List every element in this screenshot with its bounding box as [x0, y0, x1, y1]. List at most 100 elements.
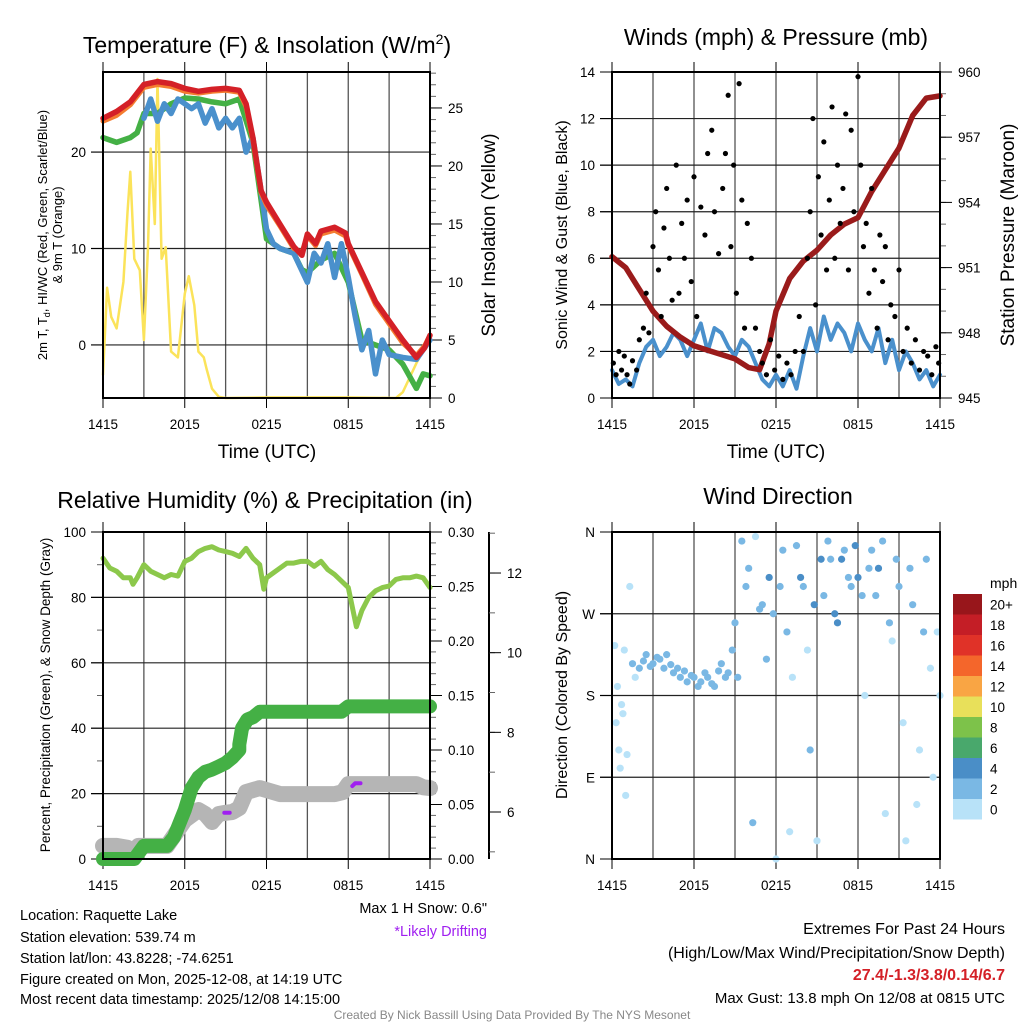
gust-point	[776, 353, 782, 359]
direction-point	[824, 537, 832, 545]
legend-label: 16	[990, 638, 1005, 653]
gust-point	[684, 197, 690, 203]
direction-point	[749, 819, 757, 827]
gust-point	[821, 139, 827, 145]
direction-point	[660, 664, 668, 672]
wind-y-tick-label: 14	[580, 65, 596, 80]
gust-point	[804, 255, 811, 261]
direction-point	[803, 646, 812, 654]
direction-point	[783, 628, 791, 636]
precip-y-tick-label: 0.00	[448, 852, 474, 867]
direction-y-tick-label: N	[585, 852, 595, 867]
direction-point	[858, 591, 866, 600]
x-tick-label: 2015	[679, 878, 709, 893]
wind-y-tick-label: 12	[580, 112, 595, 127]
gust-point	[810, 115, 816, 122]
temp-y-tick-label: 0	[78, 338, 86, 353]
max-snow-annotation: Max 1 H Snow: 0.6"	[359, 901, 487, 917]
direction-point	[758, 601, 766, 609]
series-relative-humidity	[100, 544, 433, 630]
direction-point	[831, 610, 839, 618]
gust-point	[912, 337, 919, 343]
gust-point	[929, 372, 935, 378]
direction-point	[922, 555, 930, 563]
x-tick-label: 1415	[597, 878, 627, 893]
direction-point	[786, 828, 794, 836]
pressure-y-tick-label: 960	[958, 65, 981, 80]
temp-y-axis-label: 2m T, Td, HI/WC (Red, Green, Scarlet/Blu…	[35, 110, 52, 360]
x-tick-label: 0215	[761, 417, 791, 432]
insolation-y-tick-label: 15	[448, 217, 463, 232]
gust-point	[818, 232, 824, 238]
legend-label: 10	[990, 700, 1005, 715]
direction-y-tick-label: W	[582, 607, 595, 622]
direction-point	[667, 661, 675, 669]
gust-point	[896, 267, 902, 273]
legend-label: 6	[990, 741, 998, 756]
snow-y-tick-label: 12	[507, 566, 522, 581]
gust-point	[800, 348, 806, 355]
direction-point	[704, 673, 712, 681]
direction-point	[762, 655, 771, 663]
temp-panel-title: Temperature (F) & Insolation (W/m2)	[83, 31, 451, 58]
x-tick-label: 0215	[251, 878, 281, 893]
gust-point	[736, 81, 742, 87]
gust-point	[752, 325, 759, 331]
direction-point	[742, 582, 750, 591]
direction-point	[615, 746, 623, 754]
gust-point	[843, 111, 849, 117]
direction-point	[724, 669, 732, 677]
gust-point	[618, 367, 625, 373]
gust-point	[688, 278, 694, 285]
direction-point	[881, 809, 889, 818]
gust-point	[629, 358, 636, 364]
gust-point	[763, 372, 770, 378]
direction-point	[840, 546, 848, 554]
direction-point	[779, 546, 787, 554]
gust-point	[925, 353, 931, 359]
direction-point	[731, 619, 739, 627]
legend-swatch	[953, 594, 982, 615]
x-tick-label: 0215	[251, 417, 281, 432]
legend-label: 8	[990, 720, 998, 735]
direction-point	[734, 673, 742, 681]
gust-point	[757, 348, 763, 355]
direction-point	[915, 746, 924, 754]
gust-point	[933, 344, 939, 350]
station-elevation: Station elevation: 539.74 m	[20, 930, 196, 946]
pressure-y-tick-label: 948	[958, 326, 981, 341]
insolation-y-tick-label: 0	[448, 391, 456, 406]
legend-swatch	[953, 799, 982, 820]
direction-point	[649, 660, 657, 668]
pressure-y-tick-label: 951	[958, 261, 981, 276]
direction-point	[617, 700, 626, 709]
snow-y-tick-label: 10	[507, 646, 522, 661]
direction-point	[745, 564, 753, 572]
gust-point	[807, 209, 813, 215]
extremes-heading: Extremes For Past 24 Hours	[803, 921, 1005, 938]
extremes-subheading: (High/Low/Max Wind/Precipitation/Snow De…	[668, 945, 1005, 962]
legend-swatch	[953, 655, 982, 676]
gust-point	[759, 360, 765, 366]
gust-point	[621, 353, 627, 359]
gust-point	[636, 337, 642, 343]
direction-point	[874, 564, 883, 572]
gust-point	[709, 127, 715, 133]
direction-point	[680, 667, 689, 675]
direction-point	[616, 764, 624, 772]
direction-y-tick-label: N	[585, 525, 595, 540]
legend-label: 0	[990, 802, 998, 817]
legend-swatch	[953, 635, 982, 656]
station-latlon: Station lat/lon: 43.8228; -74.6251	[20, 951, 234, 967]
gust-point	[741, 325, 748, 331]
x-tick-label: 0815	[333, 878, 363, 893]
direction-point	[892, 555, 900, 563]
station-location: Location: Raquette Lake	[20, 908, 177, 924]
gust-point	[829, 104, 835, 110]
direction-point	[663, 651, 671, 659]
direction-point	[622, 791, 630, 800]
gust-point	[658, 313, 664, 320]
direction-point	[847, 582, 855, 591]
figure-created: Figure created on Mon, 2025-12-08, at 14…	[20, 972, 342, 988]
